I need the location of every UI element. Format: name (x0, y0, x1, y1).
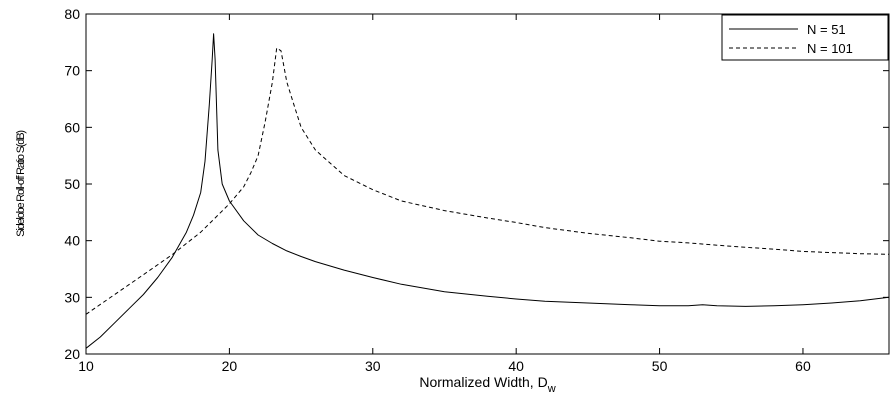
legend-label-n101: N = 101 (807, 41, 853, 56)
y-tick-label: 80 (64, 6, 80, 22)
y-tick-label: 30 (64, 289, 80, 305)
x-axis-label-main: Normalized Width, D (419, 374, 547, 390)
x-tick-label: 10 (78, 358, 94, 374)
series-lines (85, 33, 890, 349)
x-axis-label-subscript: w (547, 383, 556, 395)
legend-box (721, 14, 889, 61)
y-tick-label: 20 (64, 346, 80, 362)
series-line-n51 (85, 33, 890, 349)
y-tick-label: 70 (64, 63, 80, 79)
x-tick-label: 20 (222, 358, 238, 374)
y-tick-label: 50 (64, 176, 80, 192)
x-axis-label: Normalized Width, Dw (419, 374, 555, 395)
legend: N = 51 N = 101 (721, 14, 889, 61)
x-tick-label: 60 (795, 358, 811, 374)
x-tick-label: 50 (652, 358, 668, 374)
plot-area (85, 13, 890, 355)
y-tick-label: 60 (64, 119, 80, 135)
x-tick-label: 40 (508, 358, 524, 374)
y-tick-label: 40 (64, 233, 80, 249)
legend-label-n51: N = 51 (807, 22, 846, 37)
x-tick-label: 30 (365, 358, 381, 374)
series-line-n101 (85, 47, 890, 315)
y-axis-label: Sidelobe Roll-off Ratio S(dB) (15, 131, 27, 237)
